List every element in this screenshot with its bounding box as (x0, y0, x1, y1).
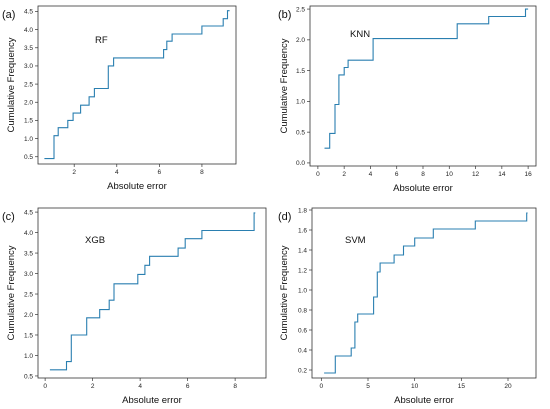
plot-frame (38, 208, 266, 378)
y-tick-label: 1.5 (296, 68, 305, 75)
y-tick-label: 4.0 (24, 230, 33, 237)
x-tick-label: 2 (91, 383, 95, 390)
y-tick-label: 1.6 (298, 227, 307, 234)
x-tick-label: 8 (421, 171, 425, 178)
y-axis-title: Cumulative Frequency (279, 38, 290, 133)
y-tick-label: 1.0 (296, 99, 305, 106)
y-tick-label: 0.6 (298, 327, 307, 334)
panel-b: 0 2 4 6 8 10 12 14 16 0.0 0.5 1.0 1.5 2.0 2.5 Absolute … (278, 6, 536, 194)
panel-c: 0 2 4 6 8 0.5 1.0 1.5 2.0 2.5 3.0 3.5 4.0 4.5 Absolute… (2, 208, 266, 406)
plot-frame (312, 208, 536, 378)
y-tick-label: 3.5 (24, 45, 33, 52)
y-tick-label: 0.5 (24, 373, 33, 380)
y-tick-label: 1.0 (298, 287, 307, 294)
x-tick-label: 4 (115, 169, 119, 176)
y-tick-label: 0.8 (298, 307, 307, 314)
x-tick-label: 6 (186, 383, 190, 390)
panel-tag: (a) (2, 9, 15, 21)
y-tick-label: 0.2 (298, 367, 307, 374)
panel-tag: (c) (2, 211, 15, 223)
x-tick-label: 0 (316, 171, 320, 178)
y-axis-title: Cumulative Frequency (6, 37, 17, 132)
plot-frame (38, 6, 236, 164)
x-tick-label: 10 (446, 171, 454, 178)
y-tick-label: 1.8 (298, 207, 307, 214)
panel-tag: (b) (278, 9, 291, 21)
x-tick-label: 12 (472, 171, 480, 178)
y-tick-label: 1.5 (24, 332, 33, 339)
x-tick-label: 6 (395, 171, 399, 178)
x-tick-label: 15 (458, 383, 466, 390)
x-tick-label: 6 (158, 169, 162, 176)
x-tick-label: 10 (411, 383, 419, 390)
y-tick-label: 0.0 (296, 160, 305, 167)
x-tick-label: 4 (369, 171, 373, 178)
y-tick-label: 1.2 (298, 267, 307, 274)
y-tick-label: 1.0 (24, 136, 33, 143)
y-tick-label: 1.4 (298, 247, 307, 254)
panel-a: 2 4 6 8 0.5 1.0 1.5 2.0 2.5 3.0 3.5 4.0 4.5 Absolute … (2, 6, 236, 192)
x-tick-label: 16 (524, 171, 532, 178)
x-tick-label: 8 (233, 383, 237, 390)
y-tick-label: 0.5 (296, 129, 305, 136)
y-tick-label: 2.0 (296, 37, 305, 44)
y-tick-label: 3.5 (24, 250, 33, 257)
panel-d: 0 5 10 15 20 0.2 0.4 0.6 0.8 1.0 1.2 1.4 1.6 1.8 Absol… (278, 207, 536, 406)
model-label: KNN (350, 29, 370, 40)
y-tick-label: 4.5 (24, 209, 33, 216)
panel-tag: (d) (278, 211, 291, 223)
x-tick-label: 20 (504, 383, 512, 390)
model-label: XGB (85, 235, 105, 246)
y-tick-label: 2.0 (24, 100, 33, 107)
y-tick-label: 2.5 (24, 291, 33, 298)
x-axis-title: Absolute error (394, 395, 454, 406)
x-tick-label: 2 (342, 171, 346, 178)
x-axis-title: Absolute error (393, 183, 453, 194)
model-label: SVM (345, 235, 366, 246)
y-axis-title: Cumulative Frequency (6, 245, 17, 340)
y-tick-label: 3.0 (24, 63, 33, 70)
model-label: RF (95, 35, 108, 46)
y-tick-label: 1.5 (24, 118, 33, 125)
x-tick-label: 0 (320, 383, 324, 390)
cumulative-step-line (44, 11, 229, 159)
x-tick-label: 4 (138, 383, 142, 390)
y-tick-label: 2.5 (296, 6, 305, 13)
x-tick-label: 5 (366, 383, 370, 390)
y-axis-title: Cumulative Frequency (279, 245, 290, 340)
y-tick-label: 0.5 (24, 154, 33, 161)
plot-frame (310, 6, 536, 166)
y-tick-label: 4.5 (24, 9, 33, 16)
x-axis-title: Absolute error (107, 181, 167, 192)
y-tick-label: 1.0 (24, 353, 33, 360)
y-tick-label: 0.4 (298, 347, 307, 354)
cumulative-step-line (50, 213, 255, 370)
y-tick-label: 4.0 (24, 27, 33, 34)
x-tick-label: 8 (200, 169, 204, 176)
y-tick-label: 2.5 (24, 81, 33, 88)
x-tick-label: 0 (43, 383, 47, 390)
x-axis-title: Absolute error (122, 395, 182, 406)
x-tick-label: 14 (498, 171, 506, 178)
y-tick-label: 2.0 (24, 312, 33, 319)
x-tick-label: 2 (72, 169, 76, 176)
y-tick-label: 3.0 (24, 271, 33, 278)
